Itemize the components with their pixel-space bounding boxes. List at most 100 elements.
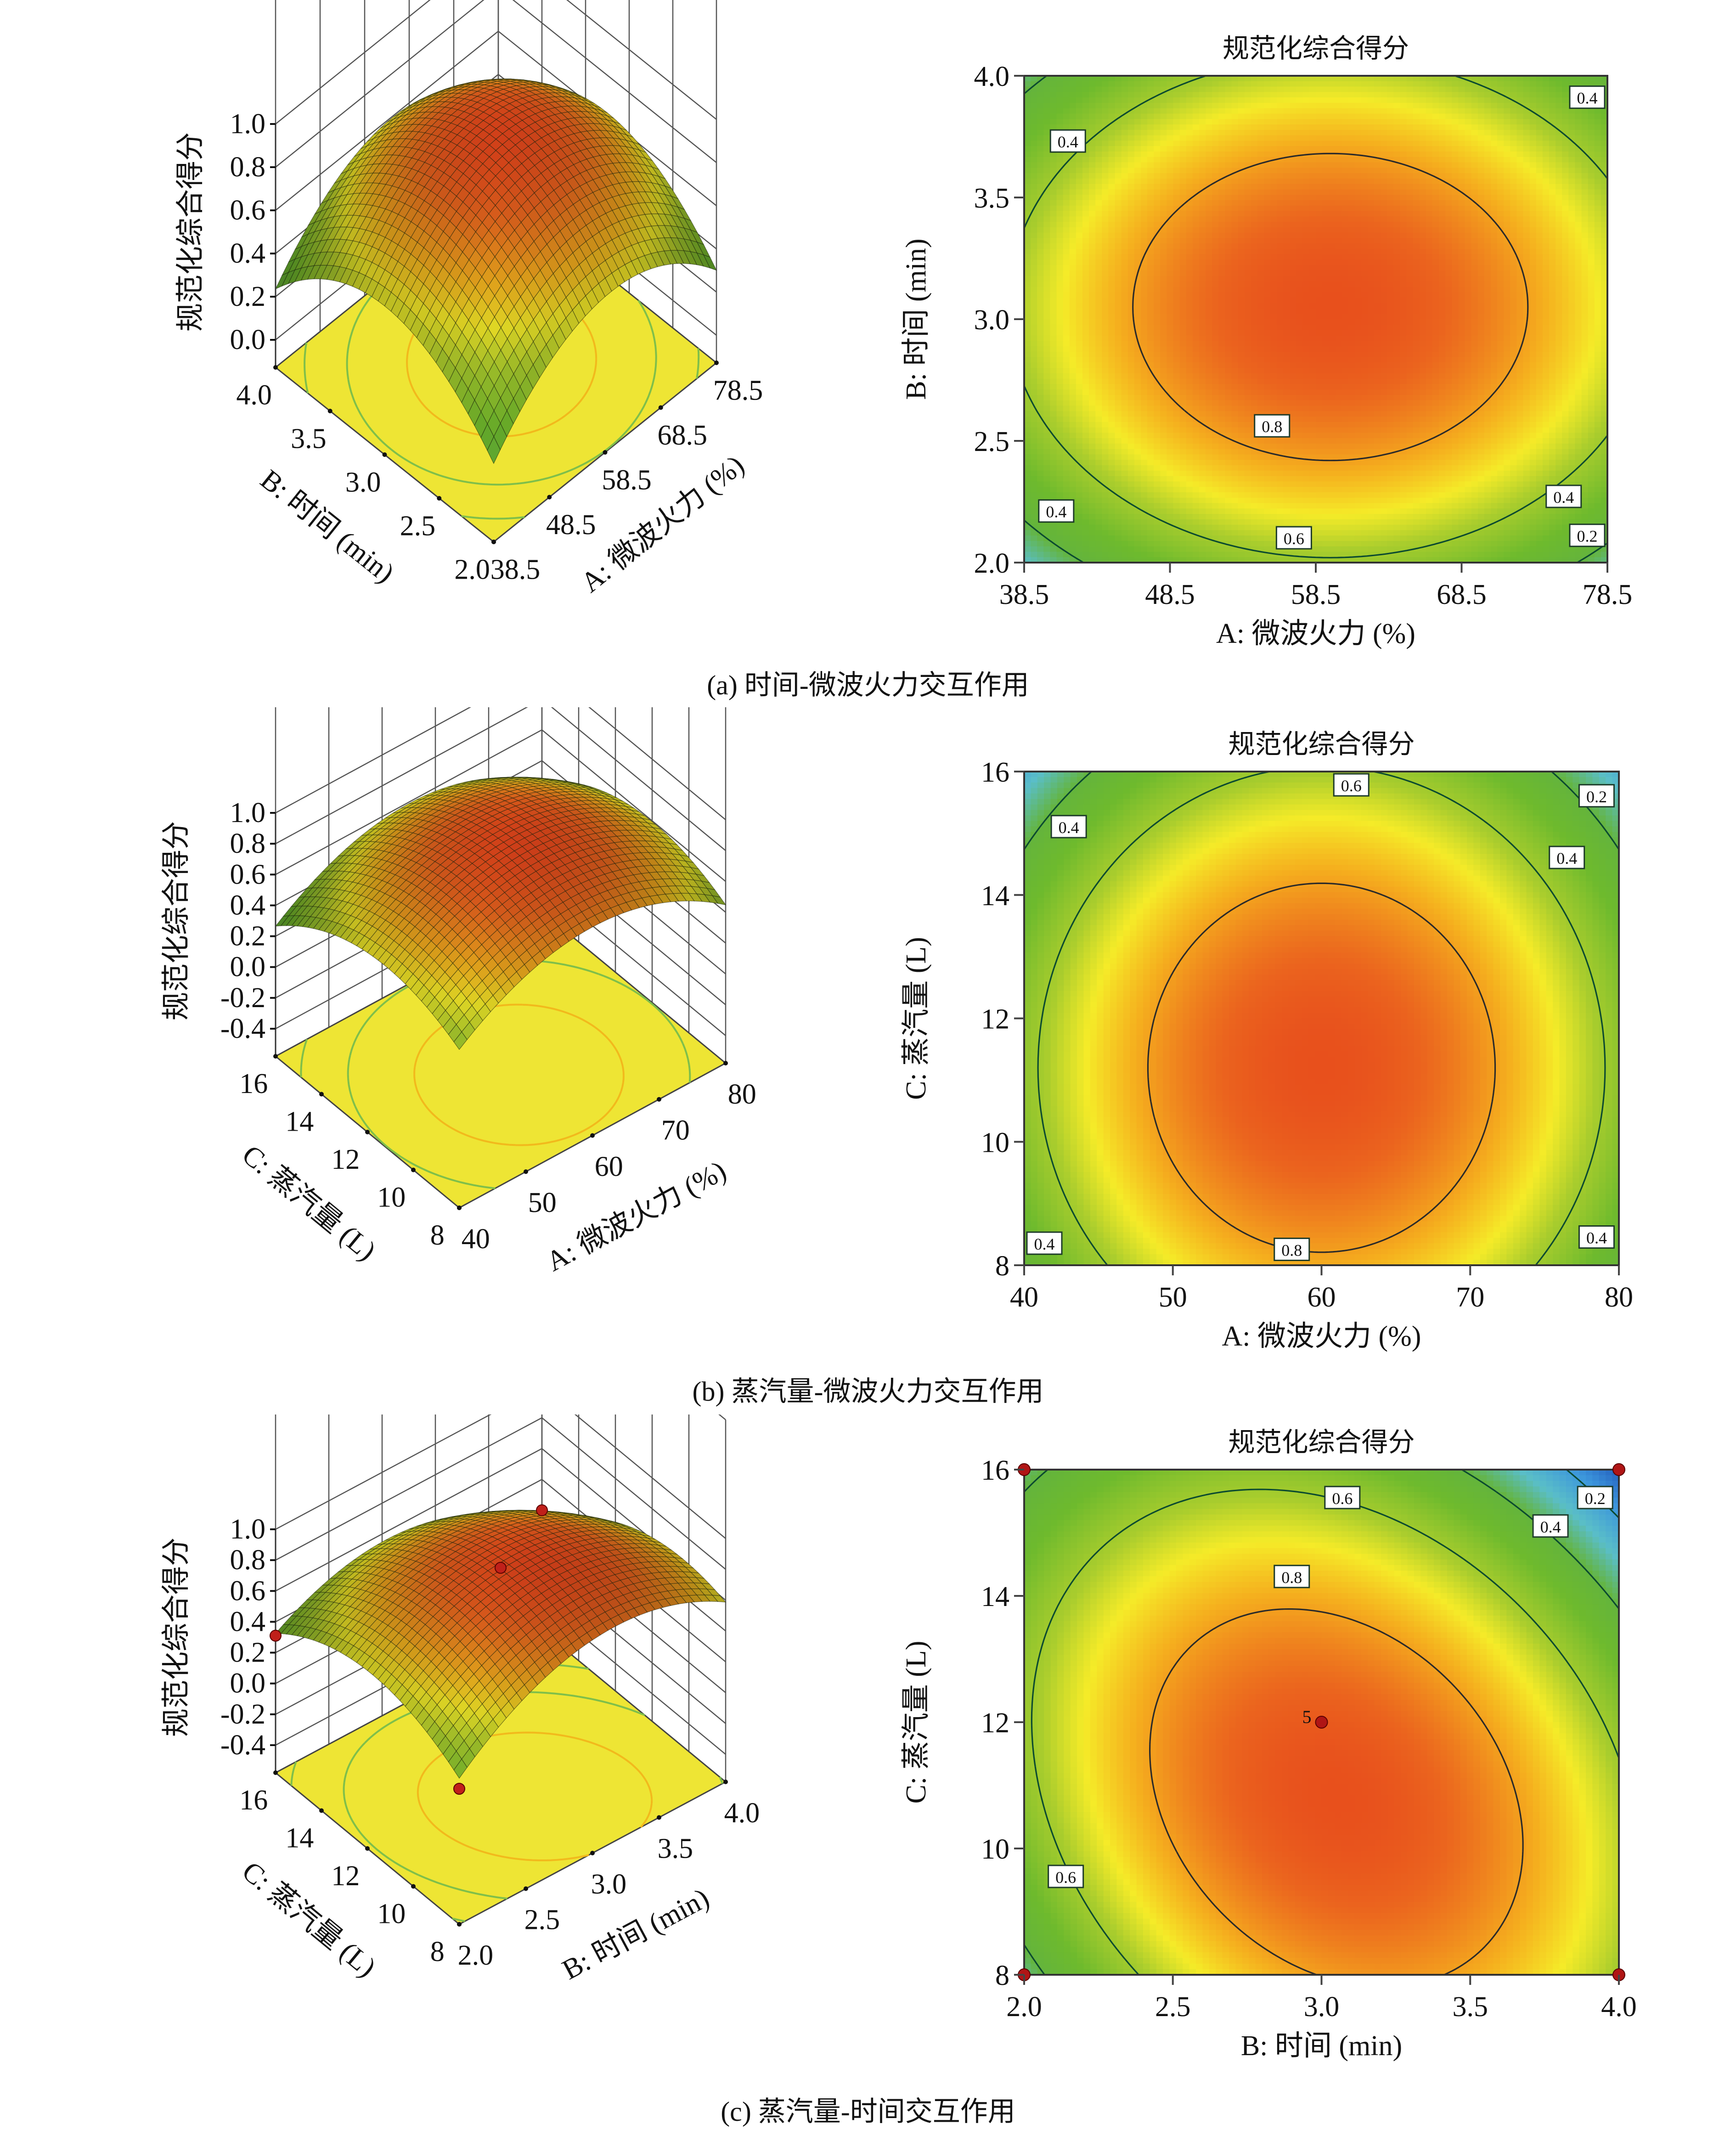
heatmap-cell xyxy=(1115,541,1122,547)
heatmap-cell xyxy=(1186,270,1193,276)
heatmap-cell xyxy=(1050,102,1057,109)
heatmap-cell xyxy=(1141,189,1148,195)
heatmap-cell xyxy=(1115,417,1122,423)
heatmap-cell xyxy=(1160,195,1167,201)
heatmap-cell xyxy=(1218,265,1226,271)
heatmap-cell xyxy=(1154,130,1161,136)
heatmap-cell xyxy=(1160,162,1167,168)
heatmap-cell xyxy=(1264,546,1271,552)
heatmap-cell xyxy=(1212,308,1219,314)
heatmap-cell xyxy=(1257,524,1264,531)
heatmap-cell xyxy=(1251,81,1258,87)
heatmap-cell xyxy=(1218,146,1226,152)
heatmap-cell xyxy=(1031,76,1037,82)
heatmap-cell xyxy=(1147,205,1154,212)
heatmap-cell xyxy=(1160,281,1167,287)
heatmap-cell xyxy=(1063,195,1070,201)
heatmap-cell xyxy=(1076,184,1083,190)
heatmap-cell xyxy=(1160,481,1167,487)
heatmap-cell xyxy=(1076,324,1083,331)
heatmap-cell xyxy=(1115,205,1122,212)
heatmap-cell xyxy=(1095,238,1103,244)
heatmap-cell xyxy=(1231,341,1239,347)
heatmap-cell xyxy=(1056,92,1064,98)
heatmap-cell xyxy=(1134,552,1141,558)
heatmap-cell xyxy=(1089,162,1096,168)
heatmap-cell xyxy=(1050,438,1057,444)
heatmap-cell xyxy=(1264,216,1271,222)
heatmap-cell xyxy=(1102,270,1109,276)
heatmap-cell xyxy=(1218,443,1226,450)
heatmap-cell xyxy=(1095,508,1103,514)
heatmap-cell xyxy=(1154,470,1161,477)
heatmap-cell xyxy=(1192,124,1200,130)
heatmap-cell xyxy=(1160,530,1167,536)
heatmap-cell xyxy=(1082,238,1089,244)
heatmap-cell xyxy=(1147,92,1154,98)
heatmap-cell xyxy=(1244,141,1251,147)
heatmap-cell xyxy=(1186,465,1193,471)
heatmap-cell xyxy=(1264,541,1271,547)
heatmap-cell xyxy=(1076,97,1083,103)
heatmap-cell xyxy=(1186,151,1193,158)
heatmap-cell xyxy=(1160,227,1167,233)
heatmap-cell xyxy=(1056,157,1064,163)
heatmap-cell xyxy=(1108,384,1116,390)
heatmap-cell xyxy=(1251,200,1258,206)
heatmap-cell xyxy=(1082,427,1089,434)
heatmap-cell xyxy=(1173,281,1180,287)
heatmap-cell xyxy=(1037,557,1044,563)
heatmap-cell xyxy=(1231,92,1239,98)
heatmap-cell xyxy=(1147,552,1154,558)
heatmap-cell xyxy=(1102,417,1109,423)
heatmap-cell xyxy=(1212,546,1219,552)
heatmap-cell xyxy=(1050,324,1057,331)
heatmap-cell xyxy=(1251,146,1258,152)
heatmap-cell xyxy=(1173,319,1180,325)
heatmap-cell xyxy=(1192,287,1200,293)
heatmap-cell xyxy=(1063,346,1070,352)
heatmap-cell xyxy=(1082,330,1089,336)
heatmap-cell xyxy=(1134,178,1141,185)
heatmap-cell xyxy=(1108,508,1116,514)
heatmap-cell xyxy=(1277,151,1284,158)
heatmap-cell xyxy=(1115,330,1122,336)
heatmap-cell xyxy=(1069,541,1077,547)
heatmap-cell xyxy=(1218,406,1226,411)
heatmap-cell xyxy=(1089,243,1096,249)
heatmap-cell xyxy=(1238,119,1245,125)
heatmap-cell xyxy=(1212,141,1219,147)
heatmap-cell xyxy=(1076,497,1083,504)
heatmap-cell xyxy=(1238,130,1245,136)
heatmap-cell xyxy=(1050,417,1057,423)
heatmap-cell xyxy=(1024,119,1031,125)
heatmap-cell xyxy=(1199,508,1206,514)
heatmap-cell xyxy=(1141,108,1148,114)
heatmap-cell xyxy=(1192,113,1200,119)
heatmap-cell xyxy=(1037,351,1044,358)
heatmap-cell xyxy=(1076,519,1083,525)
heatmap-cell xyxy=(1043,530,1051,536)
heatmap-cell xyxy=(1238,346,1245,352)
heatmap-cell xyxy=(1141,211,1148,217)
contour-heatmap xyxy=(1024,76,1608,563)
heatmap-cell xyxy=(1043,157,1051,163)
heatmap-cell xyxy=(1277,324,1284,331)
heatmap-cell xyxy=(1160,524,1167,531)
heatmap-cell xyxy=(1290,243,1297,249)
heatmap-cell xyxy=(1218,205,1226,212)
heatmap-cell xyxy=(1283,487,1291,493)
heatmap-cell xyxy=(1154,530,1161,536)
heatmap-cell xyxy=(1024,470,1031,477)
heatmap-cell xyxy=(1212,460,1219,466)
heatmap-cell xyxy=(1199,81,1206,87)
heatmap-cell xyxy=(1251,384,1258,390)
heatmap-cell xyxy=(1031,546,1037,552)
heatmap-cell xyxy=(1141,470,1148,477)
heatmap-cell xyxy=(1147,200,1154,206)
heatmap-cell xyxy=(1102,411,1109,417)
heatmap-cell xyxy=(1154,173,1161,179)
heatmap-cell xyxy=(1167,351,1174,358)
heatmap-cell xyxy=(1134,92,1141,98)
heatmap-cell xyxy=(1192,168,1200,174)
